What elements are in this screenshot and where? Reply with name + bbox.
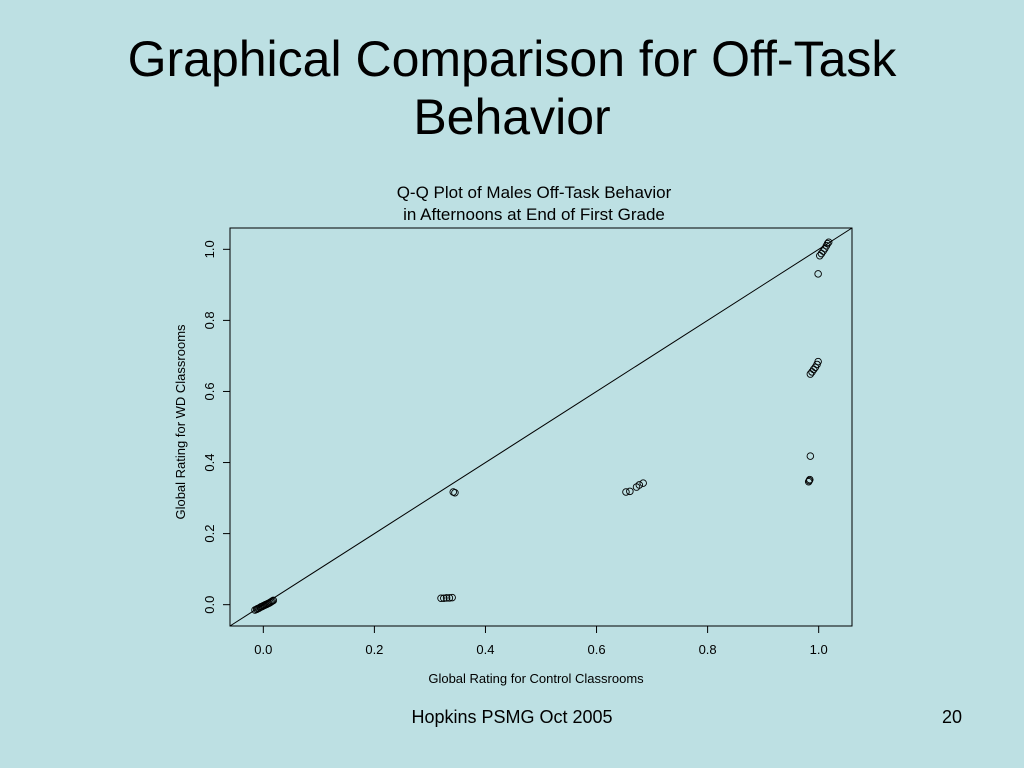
x-tick-label: 0.2 [365, 642, 383, 657]
data-point [622, 488, 630, 496]
data-point [442, 594, 451, 602]
y-tick-label: 1.0 [202, 240, 217, 258]
x-tick-label: 0.0 [254, 642, 272, 657]
y-tick-label: 0.4 [202, 453, 217, 471]
slide-title-line: Graphical Comparison for Off-Task [127, 31, 897, 87]
chart-title-line-2: in Afternoons at End of First Grade [403, 205, 665, 224]
data-point [814, 357, 822, 366]
data-point [437, 594, 445, 603]
data-point [448, 593, 456, 602]
y-tick-label: 0.8 [202, 311, 217, 329]
data-point [819, 247, 827, 255]
y-axis-label: Global Rating for WD Classrooms [173, 324, 188, 520]
data-point [440, 594, 448, 603]
y-tick-label: 0.2 [202, 525, 217, 543]
data-point [269, 596, 278, 605]
reference-line [229, 227, 853, 627]
data-point [635, 481, 644, 489]
data-point [267, 598, 275, 606]
data-point [823, 239, 832, 248]
data-point [445, 594, 454, 602]
chart-title-line-1: Q-Q Plot of Males Off-Task Behavior [397, 183, 672, 202]
plot-frame [229, 227, 853, 627]
data-point [449, 488, 458, 496]
x-tick-label: 0.4 [476, 642, 494, 657]
x-axis-label: Global Rating for Control Classrooms [428, 671, 644, 686]
y-tick-label: 0.6 [202, 382, 217, 400]
page-number: 20 [941, 707, 962, 727]
y-tick-label: 0.0 [202, 596, 217, 614]
footer-text: Hopkins PSMG Oct 2005 [411, 707, 613, 727]
data-point [806, 370, 815, 378]
reference-line-group [229, 227, 853, 627]
x-tick-label: 0.6 [587, 642, 605, 657]
data-point [814, 270, 822, 278]
axes: 0.0 0.2 0.4 0.6 0.8 1.0 0.0 0.2 0.4 0.6 0.8 1.0 [202, 240, 828, 657]
data-point [626, 487, 634, 496]
data-point [268, 597, 276, 605]
data-point [639, 479, 647, 487]
slide-title-line: Behavior [413, 89, 611, 145]
data-point [806, 475, 814, 484]
x-tick-label: 1.0 [810, 642, 828, 657]
x-tick-label: 0.8 [699, 642, 717, 657]
data-point [816, 251, 824, 260]
slide-title: Graphical Comparison for Off-Task Behavi… [0, 30, 1024, 146]
data-points [251, 238, 833, 614]
data-point [824, 238, 833, 246]
data-point [806, 452, 815, 460]
